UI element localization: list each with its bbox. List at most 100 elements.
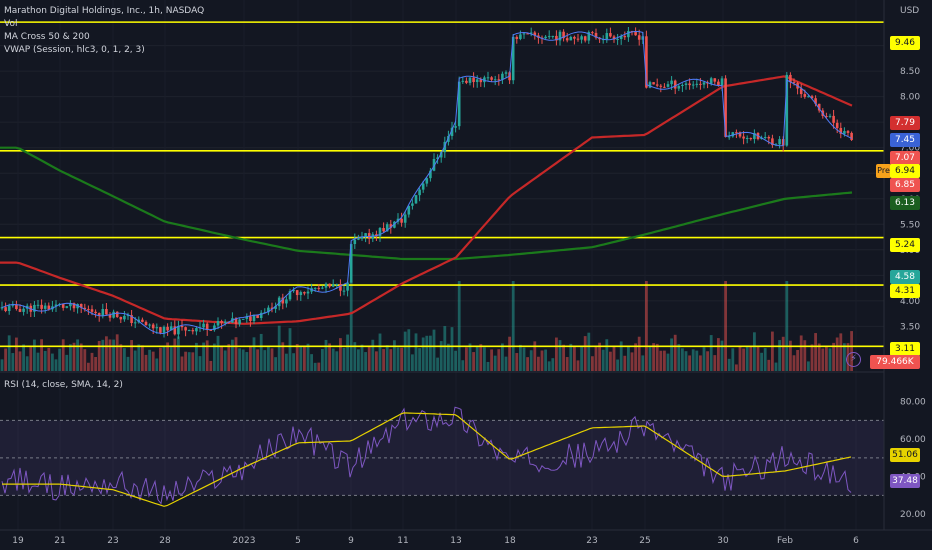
volume-bar	[11, 353, 15, 371]
volume-bar	[655, 343, 659, 371]
candle-bear	[94, 311, 97, 314]
volume-bar	[641, 355, 645, 371]
candle-bear	[367, 233, 371, 239]
low-price-label: 6.85	[890, 178, 920, 192]
volume-bar	[36, 352, 40, 371]
candle-bull	[177, 325, 180, 335]
candle-bear	[803, 94, 807, 97]
volume-bar	[432, 329, 436, 371]
volume-bar	[429, 335, 432, 371]
horizontal-levels[interactable]	[0, 21, 884, 348]
volume-bar	[526, 357, 529, 371]
volume-bar	[378, 333, 382, 371]
volume-bar	[598, 342, 601, 371]
volume-bar	[594, 346, 598, 371]
volume-bar	[180, 356, 184, 371]
candle-bull	[292, 290, 295, 292]
candle-bear	[724, 78, 727, 137]
volume-bar	[202, 342, 205, 371]
level-label-3-11: 3.11	[890, 342, 920, 356]
volume-bar	[457, 281, 461, 371]
candle-bull	[587, 32, 591, 41]
rsi-pane	[0, 406, 884, 507]
price-tick-label: 5.50	[900, 220, 920, 230]
candle-bear	[555, 35, 558, 41]
volume-bar	[303, 345, 306, 371]
candle-bear	[562, 31, 565, 39]
candle-bull	[519, 34, 522, 39]
volume-bar	[263, 350, 267, 371]
time-tick-label: 23	[107, 536, 118, 546]
candle-bull	[753, 133, 756, 140]
time-tick-label: 30	[717, 536, 729, 546]
candle-bear	[839, 127, 843, 134]
volume-bar	[357, 349, 360, 371]
candle-bear	[652, 82, 655, 85]
candle-bull	[684, 83, 688, 85]
volume-bar	[753, 332, 756, 371]
candle-bear	[609, 33, 612, 37]
candle-bear	[515, 36, 519, 39]
candle-bull	[493, 79, 497, 81]
volume-bar	[515, 353, 519, 371]
candle-bull	[443, 141, 447, 153]
candle-bear	[497, 79, 501, 81]
candle-bull	[385, 224, 389, 232]
candle-bear	[832, 115, 835, 123]
currency-label: USD	[900, 6, 920, 16]
candle-bear	[749, 137, 753, 140]
volume-bar	[267, 347, 270, 371]
volume-bar	[562, 344, 565, 371]
candle-bear	[90, 309, 94, 312]
volume-bar	[850, 331, 853, 371]
candle-bull	[666, 84, 670, 87]
volume-bar	[259, 333, 263, 371]
candle-bear	[817, 103, 821, 111]
volume-bar	[583, 336, 587, 371]
candle-bull	[101, 308, 105, 316]
volume-bar	[695, 350, 699, 371]
volume-bar	[558, 340, 562, 371]
candle-bull	[421, 183, 425, 190]
volume-bar	[648, 347, 652, 371]
candle-bear	[663, 86, 666, 88]
candle-bear	[119, 317, 123, 320]
candle-bear	[738, 132, 742, 137]
candle-bear	[835, 122, 839, 128]
candle-bear	[141, 319, 144, 322]
candle-bull	[432, 158, 436, 171]
volume-bar	[781, 336, 785, 371]
volume-bar	[79, 343, 83, 371]
candle-bull	[313, 287, 317, 289]
volume-bar	[537, 356, 540, 371]
candle-bull	[43, 305, 47, 309]
volume-bar	[281, 342, 285, 371]
volume-bar	[479, 344, 483, 371]
volume-bar	[321, 349, 324, 371]
volume-bar	[169, 347, 173, 371]
volume-bar	[580, 346, 583, 371]
volume-bar	[234, 337, 238, 371]
candle-bull	[69, 303, 72, 307]
candle-bull	[691, 84, 695, 86]
volume-bar	[33, 339, 36, 371]
volume-bar	[742, 348, 745, 371]
volume-bar	[803, 340, 807, 371]
candle-bear	[612, 36, 616, 40]
candle-bear	[234, 318, 238, 325]
time-tick-label: 19	[12, 536, 24, 546]
volume-bar	[709, 335, 713, 371]
volume-bar	[501, 343, 504, 371]
candle-bull	[11, 304, 15, 306]
lightning-icon[interactable]: ⚡	[846, 352, 861, 367]
candle-bull	[457, 81, 461, 127]
volume-bar	[778, 340, 781, 371]
volume-bar	[508, 336, 511, 371]
candle-bull	[407, 205, 411, 215]
candle-bear	[465, 80, 468, 83]
candle-bear	[328, 283, 331, 287]
volume-bar	[137, 344, 141, 371]
candle-bear	[151, 324, 155, 329]
volume-bar	[652, 343, 655, 371]
